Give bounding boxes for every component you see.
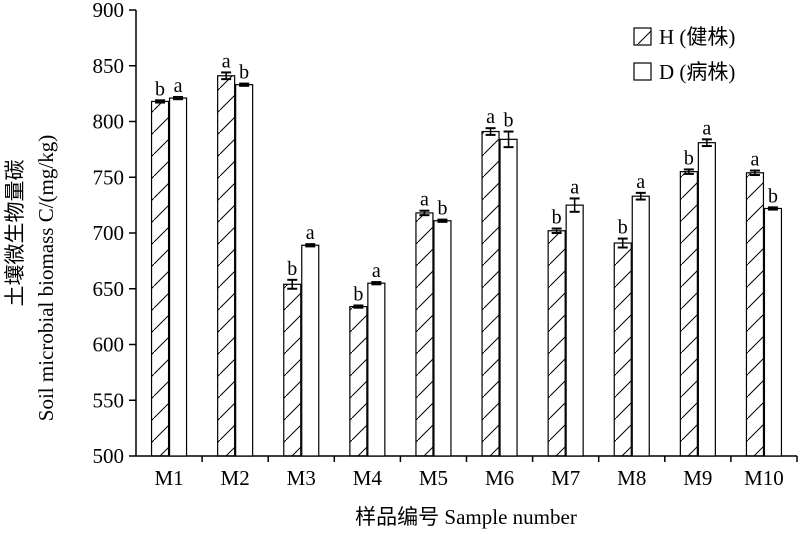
x-tick-label: M4 <box>353 466 383 490</box>
bar-diseased <box>235 84 254 457</box>
significance-label: b <box>552 207 562 229</box>
significance-label: a <box>174 75 183 97</box>
bar-diseased <box>631 195 650 457</box>
x-tick-label: M9 <box>683 466 712 490</box>
y-tick-label: 650 <box>93 277 125 301</box>
significance-label: a <box>372 260 381 282</box>
bar-diseased <box>697 142 716 457</box>
bars-group <box>150 71 783 457</box>
significance-label: a <box>306 222 315 244</box>
significance-label: a <box>420 189 429 211</box>
bar-healthy <box>283 283 302 457</box>
y-tick-label: 900 <box>93 0 125 22</box>
y-axis-title-cn: 土壤微生物量碳 <box>3 160 27 307</box>
x-tick-label: M10 <box>744 466 784 490</box>
x-tick-label: M6 <box>485 466 514 490</box>
y-tick-label: 700 <box>93 221 125 245</box>
significance-label: b <box>353 283 363 305</box>
y-tick-label: 600 <box>93 333 125 357</box>
bar-healthy <box>415 212 434 457</box>
legend-swatch-diseased <box>633 62 652 81</box>
x-tick-label: M1 <box>154 466 183 490</box>
bar-healthy <box>481 130 500 457</box>
significance-label: b <box>684 147 694 169</box>
significance-label: a <box>486 106 495 128</box>
x-tick-label: M2 <box>221 466 250 490</box>
x-tick-label: M7 <box>551 466 580 490</box>
significance-label: b <box>768 185 778 207</box>
bar-diseased <box>565 204 584 457</box>
y-tick-label: 800 <box>93 110 125 134</box>
y-tick-label: 550 <box>93 388 125 412</box>
bar-healthy <box>613 242 632 457</box>
legend: H (健株) D (病株) <box>633 25 735 84</box>
significance-label: b <box>504 110 514 132</box>
x-tick-label: M8 <box>617 466 646 490</box>
x-tick-label: M3 <box>287 466 316 490</box>
legend-label-healthy: H (健株) <box>659 25 735 49</box>
bar-healthy <box>745 172 765 457</box>
significance-label: b <box>155 78 165 100</box>
axes: 500 550 600 650 700 750 800 850 900 土壤微生物量碳 Soil m… <box>3 0 798 529</box>
y-tick-label: 500 <box>93 444 125 468</box>
bar-healthy <box>150 100 170 457</box>
bar-healthy <box>547 230 566 457</box>
bar-diseased <box>433 220 452 457</box>
y-tick-label: 850 <box>93 54 125 78</box>
bar-healthy <box>349 305 368 457</box>
bar-healthy <box>217 75 236 457</box>
bar-diseased <box>367 282 386 457</box>
bar-diseased <box>301 244 320 457</box>
significance-label: b <box>437 198 447 220</box>
bar-diseased <box>168 97 188 457</box>
bar-diseased <box>499 138 518 457</box>
y-tick-label: 750 <box>93 165 125 189</box>
significance-label: a <box>222 50 231 72</box>
significance-label: a <box>702 117 711 139</box>
x-tick-label: M5 <box>419 466 448 490</box>
significance-label: a <box>636 171 645 193</box>
legend-label-diseased: D (病株) <box>659 60 735 84</box>
significance-label: b <box>239 62 249 84</box>
significance-label: b <box>287 258 297 280</box>
legend-swatch-healthy <box>633 27 652 46</box>
significance-label: a <box>570 176 579 198</box>
bar-healthy <box>679 171 698 457</box>
bar-diseased <box>763 207 783 457</box>
significance-label: b <box>618 217 628 239</box>
x-axis-title: 样品编号 Sample number <box>355 505 577 529</box>
significance-label: a <box>751 149 760 171</box>
y-axis-title-en: Soil microbial biomass C/(mg/kg) <box>34 135 58 421</box>
